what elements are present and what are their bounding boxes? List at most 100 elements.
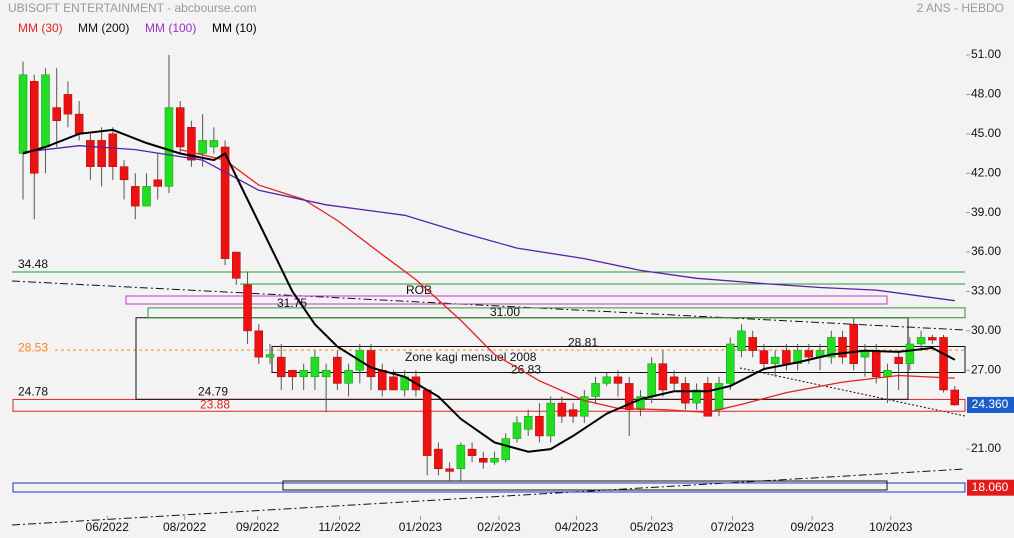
candle-body xyxy=(669,376,679,384)
level-label: 24.78 xyxy=(18,385,48,399)
annotation: Zone kagi mensuel 2008 xyxy=(405,350,537,364)
level-label: 34.48 xyxy=(18,257,48,271)
level-label: 31.75 xyxy=(277,296,307,310)
candle-body xyxy=(467,448,477,456)
y-tick-label: 21.00 xyxy=(971,441,1001,455)
x-tick-label: 07/2023 xyxy=(711,520,755,534)
candle-body xyxy=(456,444,466,470)
chart-subtitle: 2 ANS - HEBDO xyxy=(917,1,1004,15)
candle-body xyxy=(276,356,286,378)
candle-body xyxy=(546,402,555,437)
candle-body xyxy=(939,337,948,391)
y-tick-label: 30.00 xyxy=(971,323,1001,337)
annotation: ROB xyxy=(406,283,432,297)
candle-body xyxy=(119,166,129,181)
candle-body xyxy=(782,350,791,364)
candle-body xyxy=(523,415,533,430)
zone-box xyxy=(12,482,966,493)
y-tick-label: 33.00 xyxy=(971,284,1001,298)
candle-body xyxy=(535,415,544,437)
candle-body xyxy=(726,343,735,384)
level-label: 28.53 xyxy=(18,340,48,354)
candle-body xyxy=(871,350,881,378)
candle-body xyxy=(108,133,118,167)
candle-body xyxy=(220,146,230,259)
level-label: 23.88 xyxy=(200,397,230,411)
trend-line xyxy=(11,280,966,331)
candle-body xyxy=(310,356,320,378)
candle-body xyxy=(748,337,757,351)
candle-body xyxy=(63,94,73,115)
candle-body xyxy=(703,383,713,417)
candle-body xyxy=(254,330,264,358)
y-tick-label: 39.00 xyxy=(971,205,1001,219)
level-zone xyxy=(147,307,966,319)
candle-body xyxy=(737,330,746,351)
candle-body xyxy=(86,140,95,167)
candle-body xyxy=(243,284,252,332)
candle-body xyxy=(479,458,488,463)
price-tag-label: 18.060 xyxy=(972,480,1009,494)
candle-body xyxy=(838,337,847,358)
candle-body xyxy=(827,337,836,358)
candle-body xyxy=(265,354,275,358)
candle-body xyxy=(232,251,241,279)
candle-body xyxy=(434,448,443,470)
candle-body xyxy=(18,74,28,154)
y-tick-label: 45.00 xyxy=(971,126,1001,140)
moving-average xyxy=(22,145,955,302)
legend-label: MM (200) xyxy=(78,21,129,35)
trend-lines xyxy=(11,280,966,526)
candle-body xyxy=(793,350,802,364)
legend-label: MM (100) xyxy=(145,21,196,35)
y-tick-label: 36.00 xyxy=(971,244,1001,258)
x-tick-label: 08/2022 xyxy=(163,520,207,534)
candle-body xyxy=(41,74,50,148)
candle-body xyxy=(759,350,769,364)
moving-average xyxy=(22,128,956,453)
candle-body xyxy=(198,140,207,154)
y-tick-label: 27.00 xyxy=(971,362,1001,376)
candle-body xyxy=(344,370,353,384)
candle-body xyxy=(512,422,522,439)
candle-body xyxy=(568,409,578,417)
x-tick-label: 11/2022 xyxy=(318,520,361,534)
candle-body xyxy=(894,356,903,364)
y-tick-label: 42.00 xyxy=(971,165,1001,179)
candle-body xyxy=(142,186,151,207)
candle-body xyxy=(366,350,376,378)
candle-body xyxy=(187,127,196,161)
candle-body xyxy=(770,356,780,364)
x-tick-label: 10/2023 xyxy=(869,520,913,534)
level-label: 31.00 xyxy=(490,305,520,319)
price-tag xyxy=(967,396,1014,413)
candle-body xyxy=(692,389,701,404)
price-tag xyxy=(967,479,1014,496)
candle-body xyxy=(501,438,510,460)
x-tick-label: 04/2023 xyxy=(555,520,599,534)
level-label: 24.79 xyxy=(198,384,228,398)
trend-line xyxy=(11,468,966,526)
candle-body xyxy=(613,376,623,384)
x-tick-label: 02/2023 xyxy=(477,520,521,534)
level-label: 28.81 xyxy=(568,336,598,350)
candle-body xyxy=(849,324,858,364)
candle-body xyxy=(97,140,106,167)
x-tick-label: 05/2023 xyxy=(630,520,674,534)
candle-body xyxy=(30,81,39,174)
y-tick-label: 51.00 xyxy=(971,47,1001,61)
candle-body xyxy=(602,376,612,384)
legend-label: MM (30) xyxy=(18,21,63,35)
zone-box xyxy=(282,480,888,491)
trend-line xyxy=(739,367,966,417)
candle-body xyxy=(591,383,600,397)
candle-body xyxy=(445,468,454,472)
candle-body xyxy=(209,140,219,148)
price-tag-label: 24.360 xyxy=(972,397,1009,411)
x-tick-label: 06/2022 xyxy=(86,520,130,534)
candle-body xyxy=(321,370,331,378)
rob-box xyxy=(125,295,888,305)
candle-body xyxy=(905,343,915,364)
candle-body xyxy=(624,383,634,410)
